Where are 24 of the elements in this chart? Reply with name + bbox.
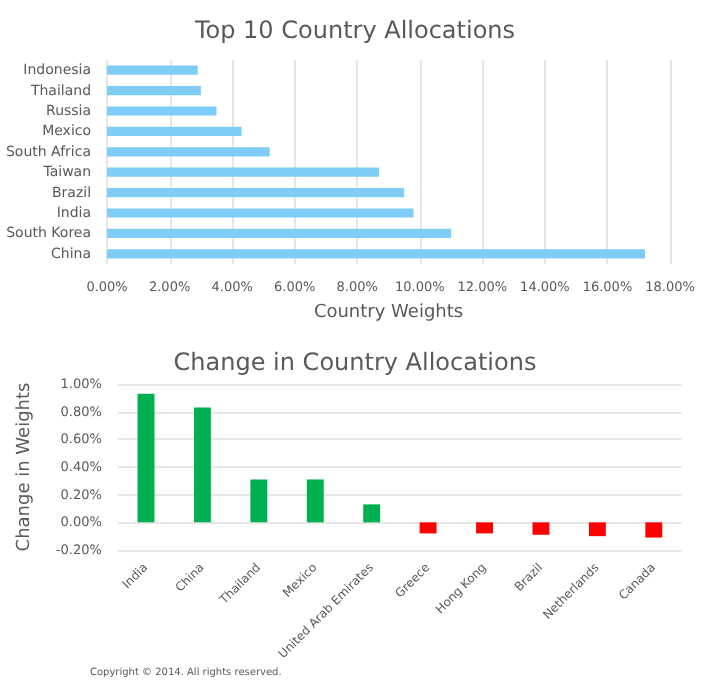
bar — [645, 522, 663, 538]
bar — [107, 228, 452, 238]
bar — [193, 407, 211, 523]
bar — [107, 167, 380, 177]
bar — [107, 188, 405, 198]
bar — [250, 479, 268, 523]
bar — [588, 522, 606, 537]
bar — [107, 249, 645, 259]
bar — [419, 522, 437, 534]
bar — [476, 522, 493, 534]
x-axis-title: Country Weights — [313, 302, 464, 323]
bar — [137, 393, 155, 523]
bar — [107, 65, 198, 75]
bar — [532, 522, 550, 535]
bar — [363, 504, 381, 523]
bar — [107, 147, 270, 157]
bar — [107, 208, 414, 218]
y-axis-title: Change in Weights — [15, 381, 35, 552]
bar — [107, 126, 242, 136]
chart-title: Top 10 Country Allocations — [192, 16, 516, 44]
bar — [107, 106, 217, 116]
bar — [306, 479, 324, 523]
bar — [107, 86, 201, 96]
chart-title: Change in Country Allocations — [173, 348, 537, 376]
